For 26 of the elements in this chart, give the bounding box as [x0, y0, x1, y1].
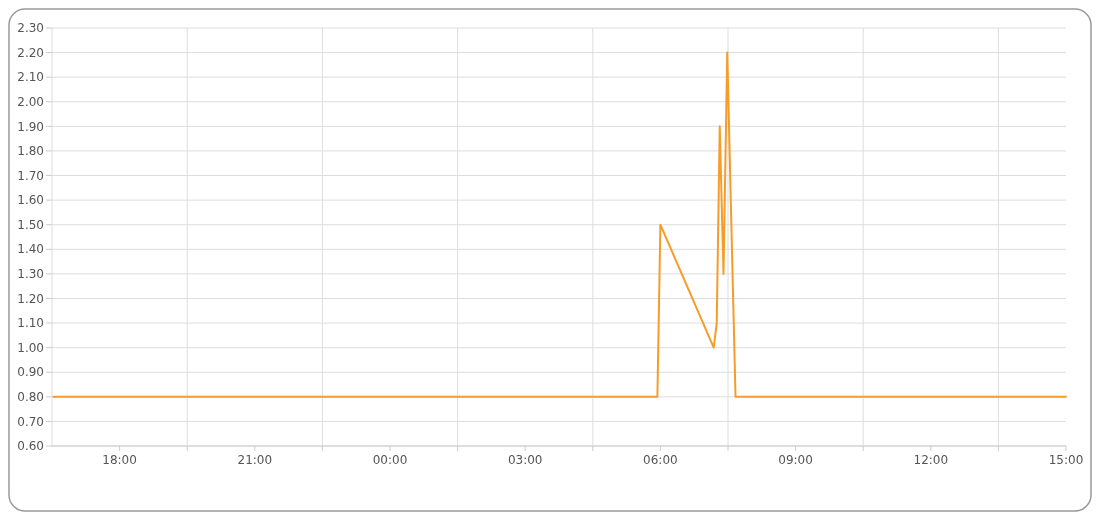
x-tick-label: 12:00	[913, 453, 949, 467]
y-tick-label: 0.80	[17, 390, 44, 405]
y-tick-label: 1.60	[17, 193, 44, 208]
y-tick-label: 1.90	[17, 119, 44, 134]
y-tick-label: 1.50	[17, 217, 44, 232]
y-tick-label: 1.00	[17, 340, 44, 355]
y-tick-label: 2.20	[17, 45, 44, 60]
y-tick-label: 2.10	[17, 70, 44, 85]
x-tick-label: 18:00	[102, 453, 137, 467]
y-tick-label: 2.00	[17, 94, 44, 109]
y-tick-label: 1.10	[17, 316, 44, 331]
y-tick-label: 0.70	[17, 414, 44, 429]
y-tick-label: 1.40	[17, 242, 44, 257]
y-tick-label: 1.20	[17, 291, 44, 306]
x-tick-label: 03:00	[507, 453, 543, 467]
x-tick-label: 21:00	[237, 453, 273, 467]
x-tick-label: 09:00	[778, 453, 813, 467]
x-tick-label: 00:00	[372, 453, 408, 467]
y-tick-label: 2.30	[17, 21, 44, 36]
x-tick-label: 06:00	[643, 453, 678, 467]
y-tick-label: 0.90	[17, 365, 44, 380]
y-tick-label: 1.80	[17, 144, 44, 159]
y-tick-label: 1.30	[17, 267, 44, 282]
y-tick-label: 0.60	[17, 439, 44, 454]
x-tick-label: 15:00	[1048, 453, 1084, 467]
y-tick-label: 1.70	[17, 168, 44, 183]
